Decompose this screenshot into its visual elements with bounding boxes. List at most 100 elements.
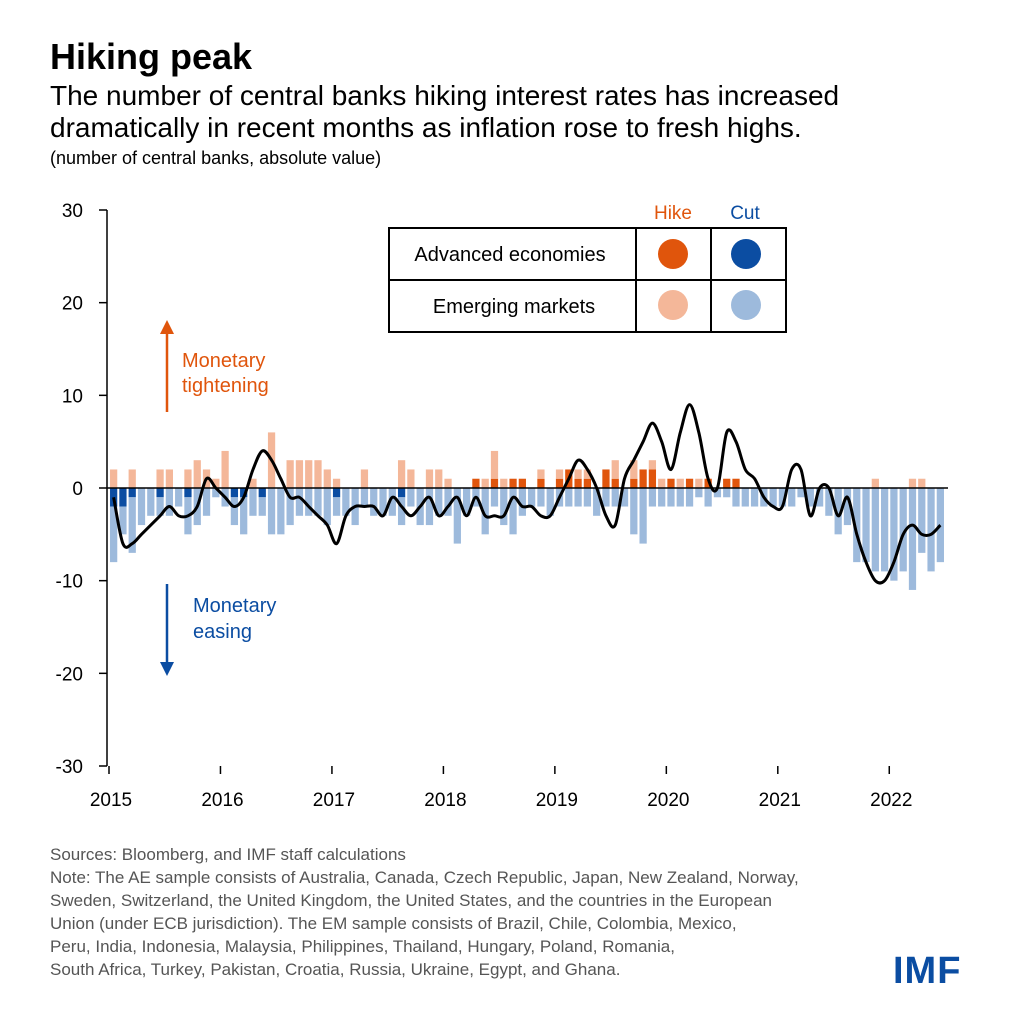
legend-header-hike: Hike [654,203,692,224]
bar-ae-cut [258,488,266,498]
bar-em-cut [110,506,118,563]
bar-ae-hike [555,478,564,488]
bar-em-cut [685,488,694,507]
sources-text: Sources: Bloomberg, and IMF staff calcul… [50,845,406,864]
bar-em-hike [583,469,592,479]
bar-em-cut [314,488,322,516]
bar-em-cut [295,488,304,516]
bar-ae-hike [648,469,657,488]
bar-ae-cut [230,488,239,498]
bar-em-cut [676,488,684,507]
bar-em-cut [444,488,452,516]
bar-em-hike [918,478,926,488]
x-tick-label: 2017 [313,790,355,811]
bar-em-cut [212,488,220,498]
easing-annotation: Monetary easing [160,584,276,676]
bar-em-cut [453,488,461,544]
y-tick-label: -20 [56,664,83,685]
bar-em-cut [890,488,898,581]
bar-em-cut [137,488,146,526]
bar-em-cut [741,488,749,507]
bar-em-hike [611,460,619,479]
bar-em-hike [397,460,406,488]
bar-em-hike [110,469,118,488]
bar-ae-hike [518,478,526,488]
note-line: Peru, India, Indonesia, Malaysia, Philip… [50,937,675,956]
bar-em-hike [648,460,657,470]
bar-em-cut [769,488,777,507]
bar-ae-hike [537,478,545,488]
bar-em-hike [481,478,489,488]
bar-em-cut [871,488,879,572]
bar-em-cut [267,488,276,535]
x-tick-label: 2016 [201,790,243,811]
bar-em-cut [147,488,155,516]
bar-em-hike [314,460,322,488]
bar-em-cut [797,488,805,498]
x-tick-label: 2019 [536,790,578,811]
bar-em-cut [648,488,657,507]
bar-em-cut [277,488,285,535]
bar-em-cut [667,488,675,507]
bar-em-hike [908,478,917,488]
bar-ae-hike [472,478,480,488]
bar-em-cut [611,488,619,507]
chart-units: (number of central banks, absolute value… [50,148,382,168]
bar-ae-cut [332,488,341,498]
bar-em-hike [165,469,174,488]
bar-em-cut [360,488,369,507]
easing-label-1: Monetary [193,595,276,617]
note-line: South Africa, Turkey, Pakistan, Croatia,… [50,960,621,979]
x-tick-label: 2020 [647,790,689,811]
bar-em-hike [500,478,508,488]
bar-em-cut [908,488,917,590]
bar-ae-cut [128,488,136,498]
bar-em-hike [490,450,499,479]
bar-em-cut [723,488,731,498]
bar-ae-cut [110,488,118,507]
bar-ae-hike [639,469,647,488]
legend-swatch-em-cut [731,290,761,320]
legend-header-cut: Cut [730,203,760,224]
bar-ae-hike [509,478,517,488]
bar-em-cut [620,488,629,507]
bar-em-cut [927,488,935,572]
bar-em-cut [156,497,164,516]
x-tick-label: 2018 [424,790,466,811]
bar-em-cut [788,488,796,507]
bar-em-cut [119,506,127,535]
bar-em-cut [899,488,907,572]
bar-layer [110,432,944,590]
bar-em-cut [546,488,554,516]
y-tick-label: 0 [72,479,83,500]
bar-em-cut [500,488,508,526]
bar-em-cut [435,488,443,516]
bar-em-cut [583,488,592,507]
bar-em-hike [295,460,304,488]
bar-em-hike [305,460,313,488]
bar-em-hike [537,469,545,479]
bar-em-hike [871,478,879,488]
bar-ae-hike [583,478,592,488]
bar-ae-hike [704,478,712,488]
bar-em-hike [184,469,192,488]
y-tick-label: -10 [56,572,83,593]
chart-canvas: 30 20 10 0 -10 -20 -30 2015 2016 2017 2018 2019 2020… [56,201,948,811]
bar-em-cut [834,488,842,535]
bar-ae-hike [630,478,638,488]
bar-em-cut [202,488,211,516]
bar-em-cut [407,488,415,507]
bar-em-cut [342,488,350,516]
bar-em-cut [286,488,294,526]
legend-swatch-em-hike [658,290,688,320]
y-tick-label: 10 [62,386,83,407]
legend: Hike Cut Advanced economies Emerging mar… [388,203,787,333]
legend-row-ae: Advanced economies [414,244,605,266]
legend-swatch-ae-hike [658,239,688,269]
bar-ae-cut [119,488,127,507]
note-line: Union (under ECB jurisdiction). The EM s… [50,914,737,933]
bar-em-cut [481,488,489,535]
easing-arrowhead [160,662,174,676]
bar-em-cut [370,488,378,516]
bar-em-cut [537,488,545,507]
